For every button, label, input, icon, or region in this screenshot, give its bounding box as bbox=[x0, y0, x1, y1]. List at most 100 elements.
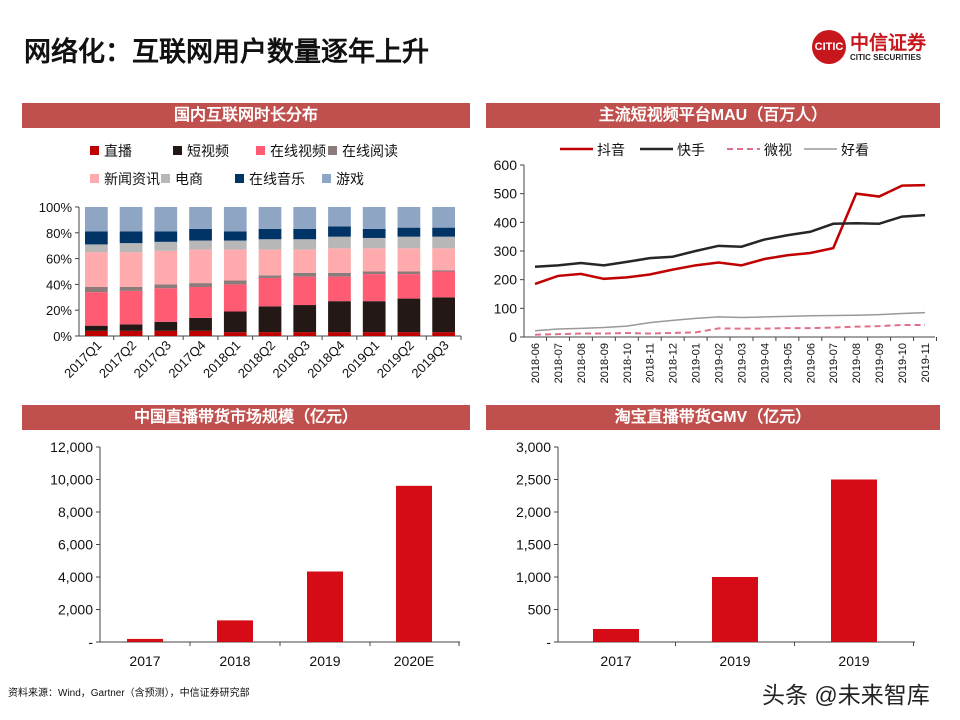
x-tick-label: 2019-02 bbox=[714, 343, 726, 383]
bar-segment bbox=[328, 226, 351, 237]
citic-emblem-icon: CITIC bbox=[812, 30, 846, 64]
bar bbox=[307, 571, 343, 642]
x-tick-label: 2019Q3 bbox=[408, 338, 451, 381]
x-tick-label: 2019-05 bbox=[782, 343, 794, 383]
bar-segment bbox=[397, 274, 421, 299]
bar-segment bbox=[328, 248, 351, 273]
bar-segment bbox=[258, 249, 282, 276]
legend-label: 游戏 bbox=[336, 171, 364, 187]
bar-segment bbox=[119, 243, 143, 253]
legend-swatch bbox=[90, 146, 99, 155]
bar-segment bbox=[328, 236, 351, 249]
bar-segment bbox=[432, 227, 455, 237]
bar-segment bbox=[328, 301, 351, 333]
bar bbox=[217, 620, 253, 642]
y-tick-label: 40% bbox=[46, 277, 72, 292]
y-tick-label: 2,000 bbox=[516, 504, 551, 520]
x-tick-label: 2018Q2 bbox=[235, 338, 278, 381]
x-tick-label: 2019-11 bbox=[920, 343, 932, 383]
bar-segment bbox=[328, 332, 351, 336]
legend-swatch bbox=[322, 174, 331, 183]
y-tick-label: 60% bbox=[46, 252, 72, 267]
bar-segment bbox=[85, 286, 108, 293]
x-tick-label: 2018Q1 bbox=[200, 338, 243, 381]
bar-segment bbox=[119, 231, 143, 244]
x-tick-label: 2019Q1 bbox=[339, 338, 382, 381]
bar-segment bbox=[154, 250, 178, 285]
y-tick-label: 0 bbox=[509, 329, 517, 345]
y-tick-label: 2,500 bbox=[516, 472, 551, 488]
y-tick-label: 10,000 bbox=[50, 472, 93, 488]
bar-segment bbox=[119, 290, 143, 325]
series-line bbox=[534, 311, 926, 332]
y-tick-label: 0% bbox=[53, 329, 72, 344]
bar-segment bbox=[362, 301, 386, 333]
y-tick-label: 2,000 bbox=[58, 602, 93, 618]
bar-segment bbox=[154, 241, 178, 251]
bar-segment bbox=[362, 274, 386, 302]
x-tick-label: 2017Q4 bbox=[165, 338, 208, 381]
y-tick-label: 8,000 bbox=[58, 504, 93, 520]
bar-segment bbox=[397, 236, 421, 249]
x-tick-label: 2018-08 bbox=[576, 343, 588, 383]
bar-segment bbox=[432, 248, 455, 271]
legend-label: 直播 bbox=[104, 143, 132, 159]
x-tick-label: 2019 bbox=[838, 653, 869, 669]
y-tick-label: 20% bbox=[46, 303, 72, 318]
legend-label: 微视 bbox=[764, 142, 792, 158]
bar-segment bbox=[293, 207, 317, 229]
bar-segment bbox=[362, 228, 386, 238]
citic-logo: CITIC 中信证券 CITIC SECURITIES bbox=[812, 30, 926, 64]
y-tick-label: 400 bbox=[494, 214, 518, 230]
bar-segment bbox=[258, 228, 282, 240]
chart4-title: 淘宝直播带货GMV（亿元） bbox=[486, 405, 940, 430]
bar-segment bbox=[119, 324, 143, 331]
bar-segment bbox=[432, 207, 455, 228]
x-tick-label: 2019-01 bbox=[691, 343, 703, 383]
x-tick-label: 2019-03 bbox=[736, 343, 748, 383]
legend-label: 短视频 bbox=[187, 143, 229, 159]
x-tick-label: 2017Q3 bbox=[131, 338, 174, 381]
legend-label: 快手 bbox=[677, 142, 705, 158]
bar-segment bbox=[432, 271, 455, 298]
y-tick-label: 1,000 bbox=[516, 569, 551, 585]
bar-segment bbox=[85, 231, 108, 245]
bar bbox=[593, 629, 639, 642]
x-tick-label: 2019 bbox=[309, 653, 340, 669]
chart1-title: 国内互联网时长分布 bbox=[22, 103, 470, 128]
logo-cn: 中信证券 bbox=[850, 31, 927, 54]
y-tick-label: 4,000 bbox=[58, 569, 93, 585]
x-tick-label: 2019 bbox=[719, 653, 750, 669]
logo-en: CITIC SECURITIES bbox=[850, 52, 922, 62]
bar-segment bbox=[189, 249, 212, 284]
x-tick-label: 2018-11 bbox=[645, 343, 657, 383]
bar-segment bbox=[328, 272, 351, 277]
y-tick-label: 500 bbox=[528, 602, 552, 618]
bar-segment bbox=[119, 286, 143, 291]
bar-segment bbox=[189, 330, 212, 336]
x-tick-label: 2018-10 bbox=[622, 343, 634, 383]
legend-swatch bbox=[161, 174, 170, 183]
source-note: 资料来源：Wind，Gartner（含预测），中信证券研究部 bbox=[8, 688, 250, 699]
bar-segment bbox=[223, 240, 247, 250]
bar-segment bbox=[397, 227, 421, 237]
bar-segment bbox=[293, 332, 317, 336]
bar-segment bbox=[258, 277, 282, 307]
y-tick-label: 100% bbox=[39, 200, 73, 215]
x-tick-label: 2017 bbox=[600, 653, 631, 669]
bar-segment bbox=[432, 236, 455, 249]
x-tick-label: 2019-10 bbox=[897, 343, 909, 383]
legend-label: 在线阅读 bbox=[342, 143, 398, 159]
x-tick-label: 2019-06 bbox=[805, 343, 817, 383]
bar-segment bbox=[189, 283, 212, 287]
bar-segment bbox=[154, 207, 178, 232]
bar-segment bbox=[397, 271, 421, 275]
x-tick-label: 2019-04 bbox=[759, 343, 771, 383]
y-tick-label: 1,500 bbox=[516, 537, 551, 553]
bar-segment bbox=[154, 330, 178, 336]
legend-label: 在线视频 bbox=[270, 143, 326, 159]
x-tick-label: 2019-07 bbox=[828, 343, 840, 383]
x-tick-label: 2018Q3 bbox=[270, 338, 313, 381]
bar-segment bbox=[328, 207, 351, 227]
